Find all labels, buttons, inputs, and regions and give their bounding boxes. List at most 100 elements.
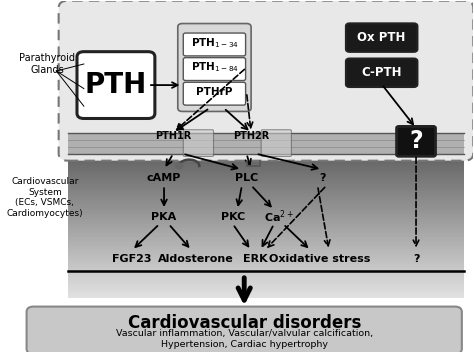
- Bar: [68, 244, 464, 246]
- Bar: [68, 228, 464, 229]
- Bar: [68, 276, 464, 278]
- Bar: [68, 238, 464, 240]
- Bar: [68, 210, 464, 211]
- Bar: [68, 217, 464, 219]
- Text: PKC: PKC: [220, 212, 245, 222]
- Bar: [68, 172, 464, 173]
- Bar: [68, 168, 464, 170]
- FancyBboxPatch shape: [77, 52, 155, 119]
- Text: Aldosterone: Aldosterone: [158, 254, 234, 264]
- Bar: [68, 255, 464, 256]
- Bar: [68, 273, 464, 274]
- Bar: [68, 229, 464, 231]
- Bar: [68, 291, 464, 292]
- Bar: [68, 240, 464, 242]
- Bar: [68, 289, 464, 291]
- Bar: [68, 157, 464, 159]
- Bar: [68, 219, 464, 220]
- Bar: [68, 199, 464, 201]
- Bar: [68, 267, 464, 269]
- Text: PKA: PKA: [151, 212, 177, 222]
- Text: ?: ?: [413, 254, 419, 264]
- Bar: [68, 206, 464, 208]
- Bar: [68, 247, 464, 249]
- Bar: [68, 183, 464, 184]
- Bar: [68, 256, 464, 258]
- Text: Ox PTH: Ox PTH: [357, 31, 406, 44]
- Bar: [68, 195, 464, 197]
- FancyBboxPatch shape: [183, 58, 246, 80]
- FancyBboxPatch shape: [27, 307, 462, 353]
- Bar: [68, 246, 464, 247]
- Bar: [68, 235, 464, 237]
- Text: Vascular inflammation, Vascular/valvular calcification,
Hypertension, Cardiac hy: Vascular inflammation, Vascular/valvular…: [116, 329, 373, 349]
- Bar: [68, 163, 464, 164]
- Bar: [68, 204, 464, 206]
- Bar: [68, 264, 464, 265]
- Bar: [68, 224, 464, 226]
- Text: Ca$^{2+}$: Ca$^{2+}$: [264, 209, 293, 225]
- FancyBboxPatch shape: [183, 82, 246, 105]
- FancyBboxPatch shape: [346, 23, 418, 52]
- Bar: [68, 132, 464, 154]
- Text: Cardiovascular disorders: Cardiovascular disorders: [128, 315, 361, 333]
- Bar: [68, 294, 464, 296]
- Bar: [68, 265, 464, 267]
- Bar: [68, 164, 464, 166]
- Text: PTH: PTH: [85, 71, 147, 99]
- Bar: [68, 193, 464, 195]
- FancyBboxPatch shape: [346, 59, 418, 87]
- Text: ERK: ERK: [243, 254, 268, 264]
- Text: ?: ?: [409, 129, 423, 153]
- Bar: [68, 191, 464, 193]
- Text: Oxidative stress: Oxidative stress: [269, 254, 371, 264]
- Bar: [68, 231, 464, 233]
- Text: cAMP: cAMP: [147, 173, 181, 183]
- Bar: [68, 287, 464, 289]
- Bar: [68, 220, 464, 222]
- Bar: [68, 280, 464, 282]
- Text: Cardiovascular
System
(ECs, VSMCs,
Cardiomyocytes): Cardiovascular System (ECs, VSMCs, Cardi…: [7, 178, 83, 218]
- Bar: [68, 296, 464, 298]
- FancyBboxPatch shape: [261, 130, 292, 156]
- Bar: [68, 181, 464, 183]
- Bar: [68, 292, 464, 294]
- Text: PLC: PLC: [235, 173, 258, 183]
- Text: PTH$_{1-34}$: PTH$_{1-34}$: [191, 36, 238, 50]
- Bar: [68, 278, 464, 280]
- Text: PTHrP: PTHrP: [196, 87, 233, 97]
- Bar: [68, 201, 464, 202]
- Bar: [68, 260, 464, 262]
- Bar: [68, 177, 464, 179]
- FancyBboxPatch shape: [397, 126, 436, 156]
- Bar: [68, 170, 464, 172]
- Bar: [68, 155, 464, 157]
- FancyBboxPatch shape: [183, 33, 246, 56]
- Bar: [68, 249, 464, 251]
- Bar: [68, 202, 464, 204]
- FancyBboxPatch shape: [178, 24, 251, 112]
- Bar: [68, 283, 464, 285]
- Bar: [68, 226, 464, 228]
- Bar: [68, 161, 464, 163]
- Bar: [68, 269, 464, 271]
- Text: PTH1R: PTH1R: [155, 131, 191, 141]
- Text: PTH$_{1-84}$: PTH$_{1-84}$: [191, 61, 238, 74]
- FancyBboxPatch shape: [183, 130, 213, 156]
- Bar: [68, 211, 464, 213]
- Bar: [68, 237, 464, 238]
- Bar: [68, 175, 464, 177]
- Bar: [68, 271, 464, 273]
- Text: C-PTH: C-PTH: [361, 66, 402, 79]
- Bar: [68, 251, 464, 253]
- Bar: [68, 173, 464, 175]
- Bar: [68, 186, 464, 188]
- Bar: [68, 213, 464, 215]
- Circle shape: [175, 163, 183, 169]
- Bar: [68, 222, 464, 224]
- Bar: [68, 274, 464, 276]
- Bar: [68, 282, 464, 283]
- Bar: [68, 179, 464, 181]
- Bar: [68, 258, 464, 260]
- Bar: [68, 233, 464, 235]
